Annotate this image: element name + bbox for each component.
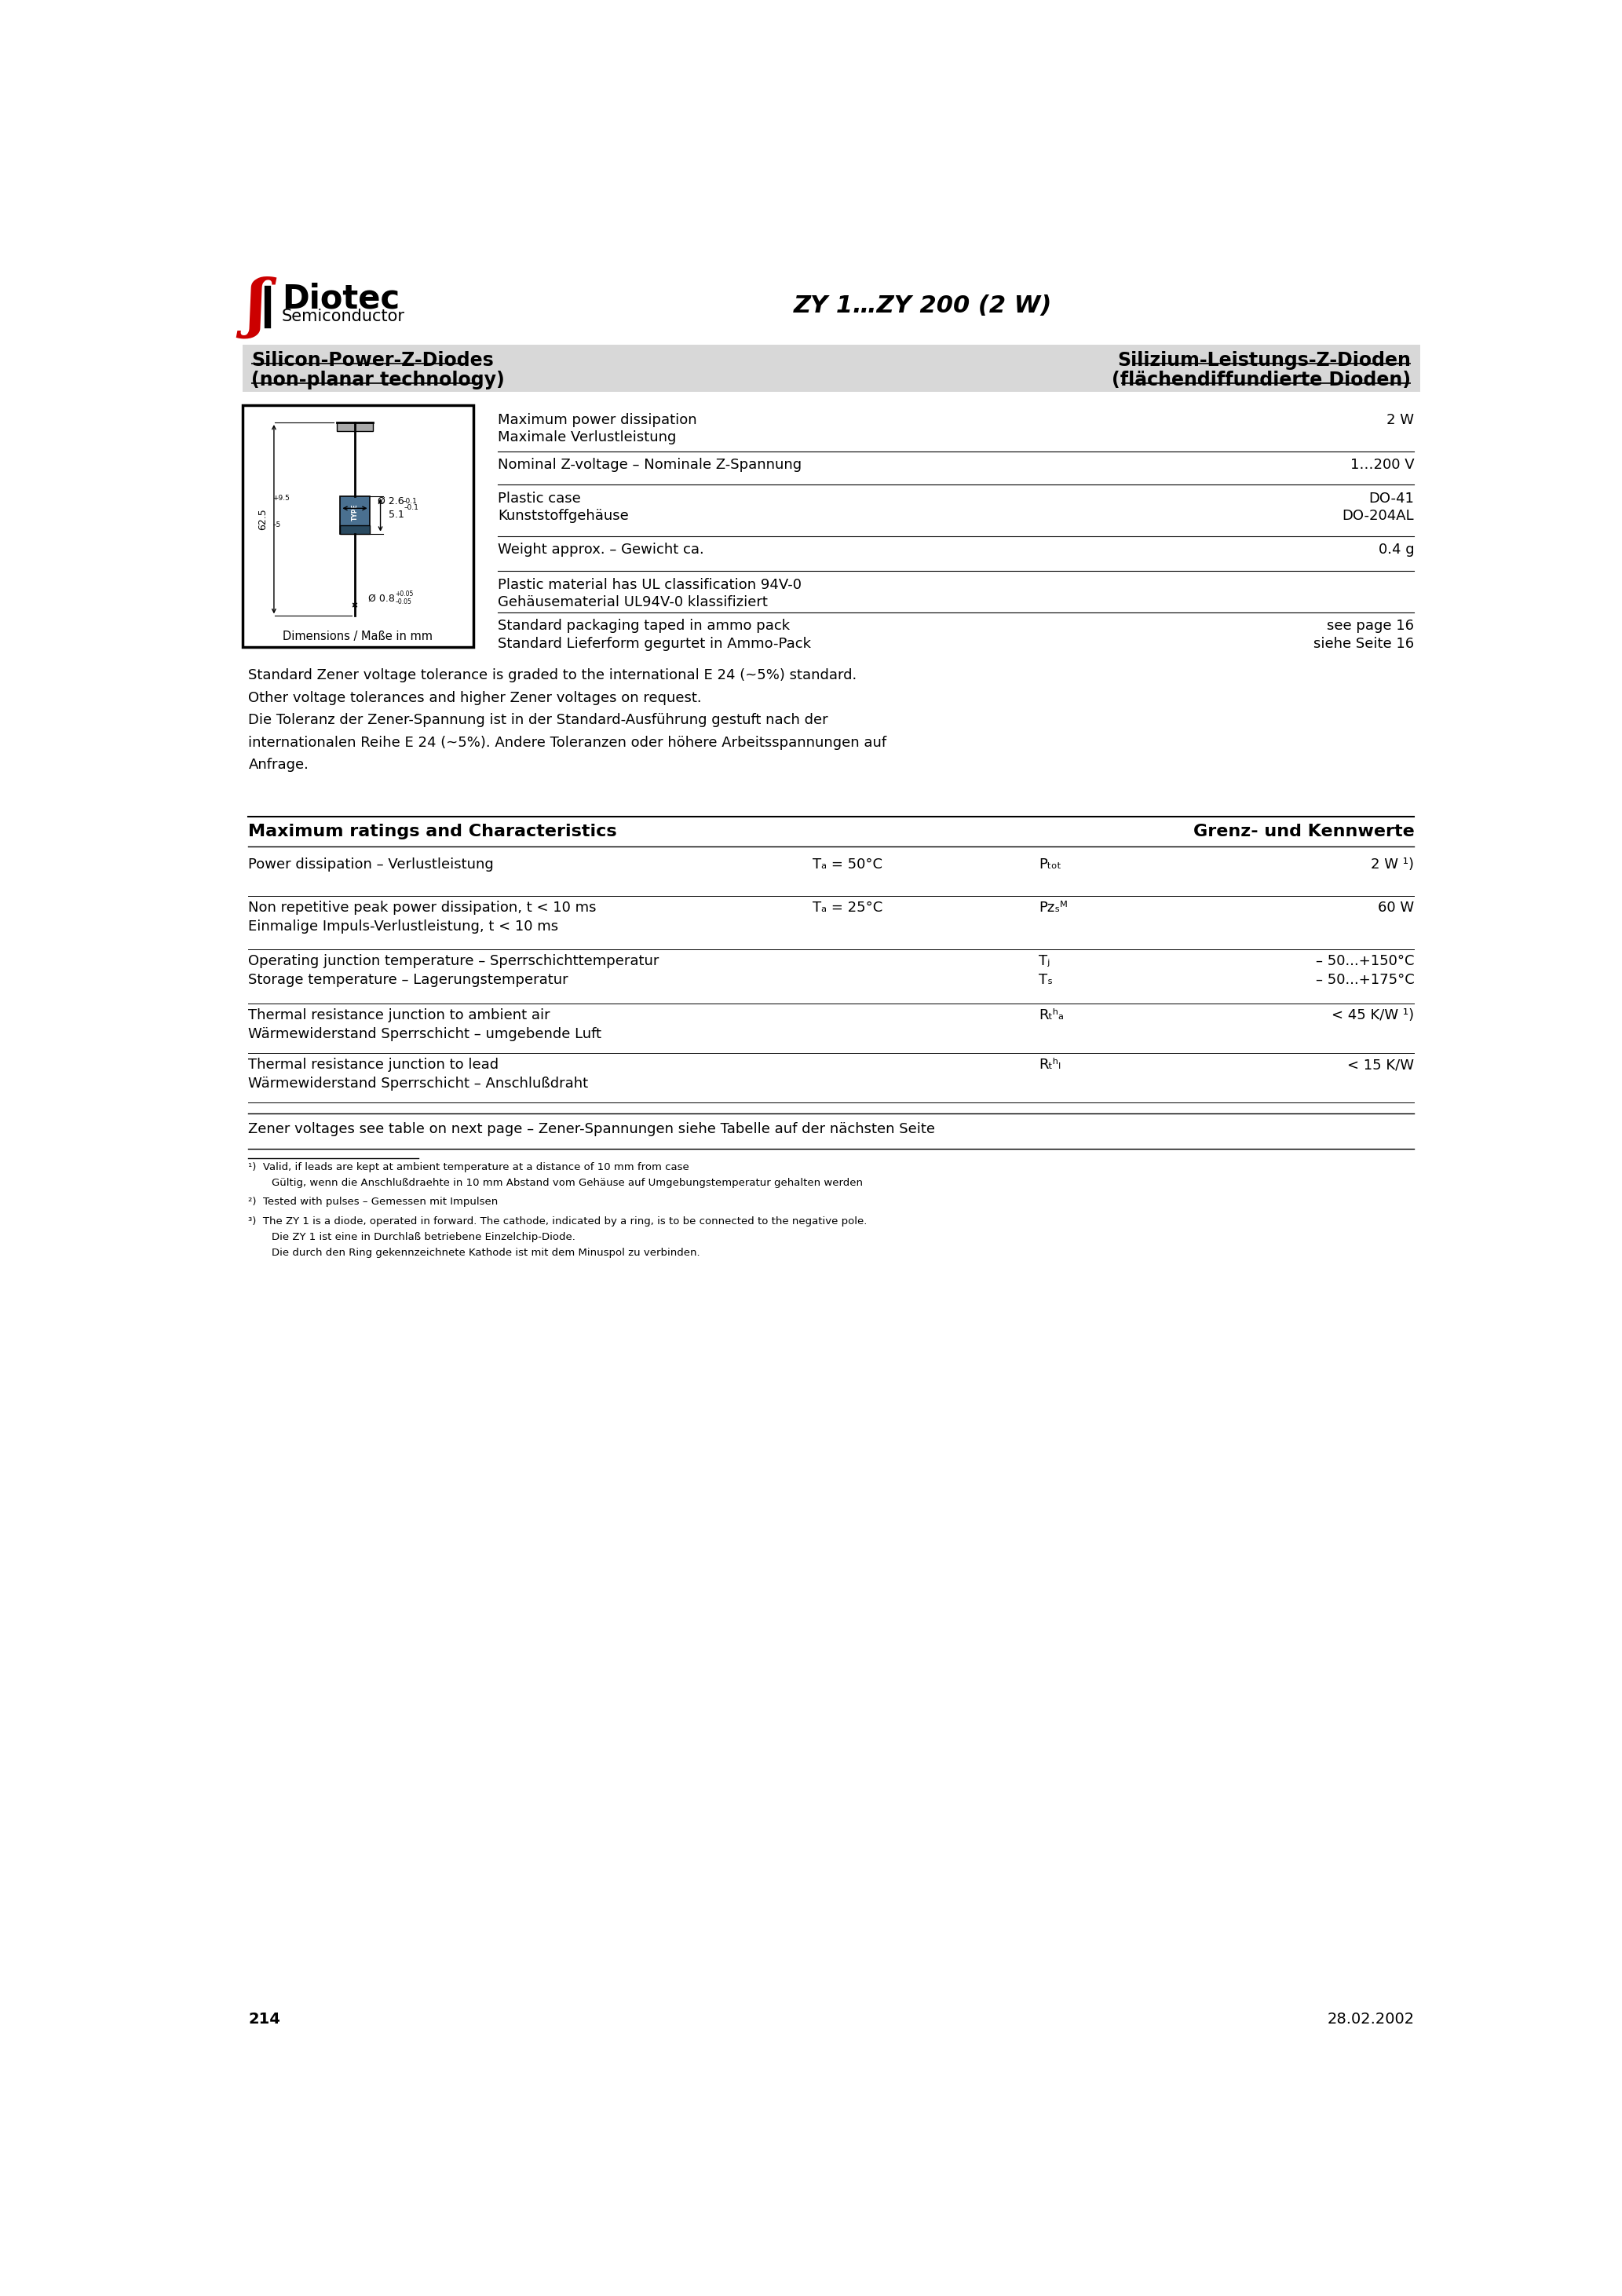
Text: Gültig, wenn die Anschlußdraehte in 10 mm Abstand vom Gehäuse auf Umgebungstempe: Gültig, wenn die Anschlußdraehte in 10 m… <box>271 1178 863 1187</box>
Text: 214: 214 <box>248 2011 281 2027</box>
Bar <box>341 496 370 533</box>
Text: Storage temperature – Lagerungstemperatur: Storage temperature – Lagerungstemperatu… <box>248 974 568 987</box>
Text: – 50...+150°C: – 50...+150°C <box>1315 953 1414 969</box>
Text: Other voltage tolerances and higher Zener voltages on request.: Other voltage tolerances and higher Zene… <box>248 691 702 705</box>
Text: 28.02.2002: 28.02.2002 <box>1327 2011 1414 2027</box>
Text: –5: –5 <box>272 521 281 528</box>
Text: Diotec: Diotec <box>282 282 399 315</box>
Text: Non repetitive peak power dissipation, t < 10 ms: Non repetitive peak power dissipation, t… <box>248 900 597 914</box>
Text: Plastic case: Plastic case <box>498 491 581 505</box>
Text: Die durch den Ring gekennzeichnete Kathode ist mit dem Minuspol zu verbinden.: Die durch den Ring gekennzeichnete Katho… <box>271 1247 699 1258</box>
Text: DO-204AL: DO-204AL <box>1343 510 1414 523</box>
Text: Anfrage.: Anfrage. <box>248 758 308 771</box>
Text: 5.1: 5.1 <box>389 510 404 521</box>
Text: Silizium-Leistungs-Z-Dioden: Silizium-Leistungs-Z-Dioden <box>1118 351 1411 370</box>
Text: ³)  The ZY 1 is a diode, operated in forward. The cathode, indicated by a ring, : ³) The ZY 1 is a diode, operated in forw… <box>248 1217 868 1226</box>
Text: internationalen Reihe E 24 (~5%). Andere Toleranzen oder höhere Arbeitsspannunge: internationalen Reihe E 24 (~5%). Andere… <box>248 735 887 751</box>
Text: +0.05
–0.05: +0.05 –0.05 <box>396 590 414 606</box>
Text: 62.5: 62.5 <box>258 507 268 530</box>
Text: Die ZY 1 ist eine in Durchlaß betriebene Einzelchip-Diode.: Die ZY 1 ist eine in Durchlaß betriebene… <box>271 1231 576 1242</box>
Text: TYPE: TYPE <box>352 503 358 521</box>
Text: –0.1: –0.1 <box>402 498 417 505</box>
Text: Die Toleranz der Zener-Spannung ist in der Standard-Ausführung gestuft nach der: Die Toleranz der Zener-Spannung ist in d… <box>248 714 829 728</box>
Text: Tⱼ: Tⱼ <box>1038 953 1049 969</box>
Text: Grenz- und Kennwerte: Grenz- und Kennwerte <box>1192 824 1414 838</box>
Text: Operating junction temperature – Sperrschichttemperatur: Operating junction temperature – Sperrsc… <box>248 953 659 969</box>
Text: 60 W: 60 W <box>1379 900 1414 914</box>
Text: –0.1: –0.1 <box>404 505 418 512</box>
Text: Zener voltages see table on next page – Zener-Spannungen siehe Tabelle auf der n: Zener voltages see table on next page – … <box>248 1123 936 1137</box>
Text: Kunststoffgehäuse: Kunststoffgehäuse <box>498 510 629 523</box>
Text: (non-planar technology): (non-planar technology) <box>251 370 504 390</box>
Text: Pᴢₛᴹ: Pᴢₛᴹ <box>1038 900 1067 914</box>
Text: < 15 K/W: < 15 K/W <box>1348 1058 1414 1072</box>
Text: 2 W ¹): 2 W ¹) <box>1371 856 1414 870</box>
Text: Maximale Verlustleistung: Maximale Verlustleistung <box>498 429 676 445</box>
Text: Wärmewiderstand Sperrschicht – umgebende Luft: Wärmewiderstand Sperrschicht – umgebende… <box>248 1026 602 1040</box>
Text: 0.4 g: 0.4 g <box>1379 542 1414 558</box>
Text: Weight approx. – Gewicht ca.: Weight approx. – Gewicht ca. <box>498 542 704 558</box>
Text: Tₐ = 50°C: Tₐ = 50°C <box>813 856 882 870</box>
Text: ¹)  Valid, if leads are kept at ambient temperature at a distance of 10 mm from : ¹) Valid, if leads are kept at ambient t… <box>248 1162 689 1171</box>
Text: ²)  Tested with pulses – Gemessen mit Impulsen: ²) Tested with pulses – Gemessen mit Imp… <box>248 1196 498 1208</box>
Text: ZY 1…ZY 200 (2 W): ZY 1…ZY 200 (2 W) <box>793 294 1053 317</box>
Text: 2 W: 2 W <box>1387 413 1414 427</box>
Text: Standard Zener voltage tolerance is graded to the international E 24 (~5%) stand: Standard Zener voltage tolerance is grad… <box>248 668 856 682</box>
Text: Pₜₒₜ: Pₜₒₜ <box>1038 856 1061 870</box>
Bar <box>341 526 370 533</box>
Text: Wärmewiderstand Sperrschicht – Anschlußdraht: Wärmewiderstand Sperrschicht – Anschlußd… <box>248 1077 589 1091</box>
Text: Semiconductor: Semiconductor <box>282 308 406 324</box>
Text: Rₜʰₐ: Rₜʰₐ <box>1038 1008 1064 1022</box>
Text: Standard Lieferform gegurtet in Ammo-Pack: Standard Lieferform gegurtet in Ammo-Pac… <box>498 636 811 650</box>
Text: ʃ: ʃ <box>247 276 266 338</box>
Text: siehe Seite 16: siehe Seite 16 <box>1314 636 1414 650</box>
Text: Thermal resistance junction to lead: Thermal resistance junction to lead <box>248 1058 500 1072</box>
Text: Maximum ratings and Characteristics: Maximum ratings and Characteristics <box>248 824 616 838</box>
Text: (flächendiffundierte Dioden): (flächendiffundierte Dioden) <box>1113 370 1411 390</box>
Text: Tₐ = 25°C: Tₐ = 25°C <box>813 900 882 914</box>
Text: < 45 K/W ¹): < 45 K/W ¹) <box>1332 1008 1414 1022</box>
Text: see page 16: see page 16 <box>1327 620 1414 634</box>
Text: Gehäusematerial UL94V-0 klassifiziert: Gehäusematerial UL94V-0 klassifiziert <box>498 595 767 608</box>
Bar <box>337 422 373 432</box>
Text: Rₜʰₗ: Rₜʰₗ <box>1038 1058 1061 1072</box>
Text: Standard packaging taped in ammo pack: Standard packaging taped in ammo pack <box>498 620 790 634</box>
Bar <box>242 344 1421 393</box>
Text: Dimensions / Maße in mm: Dimensions / Maße in mm <box>282 631 433 643</box>
Text: Thermal resistance junction to ambient air: Thermal resistance junction to ambient a… <box>248 1008 550 1022</box>
Text: Plastic material has UL classification 94V-0: Plastic material has UL classification 9… <box>498 579 801 592</box>
Text: +9.5: +9.5 <box>272 494 290 501</box>
Text: Ø 0.8: Ø 0.8 <box>368 595 394 604</box>
Text: Nominal Z-voltage – Nominale Z-Spannung: Nominal Z-voltage – Nominale Z-Spannung <box>498 459 801 473</box>
Bar <box>242 406 474 647</box>
Text: Ø 2.6: Ø 2.6 <box>378 496 404 505</box>
Text: Einmalige Impuls-Verlustleistung, t < 10 ms: Einmalige Impuls-Verlustleistung, t < 10… <box>248 918 558 934</box>
Text: Power dissipation – Verlustleistung: Power dissipation – Verlustleistung <box>248 856 495 870</box>
Text: Maximum power dissipation: Maximum power dissipation <box>498 413 697 427</box>
Text: DO-41: DO-41 <box>1369 491 1414 505</box>
Text: Tₛ: Tₛ <box>1038 974 1053 987</box>
Text: 1…200 V: 1…200 V <box>1350 459 1414 473</box>
Text: Silicon-Power-Z-Diodes: Silicon-Power-Z-Diodes <box>251 351 493 370</box>
Text: – 50...+175°C: – 50...+175°C <box>1315 974 1414 987</box>
